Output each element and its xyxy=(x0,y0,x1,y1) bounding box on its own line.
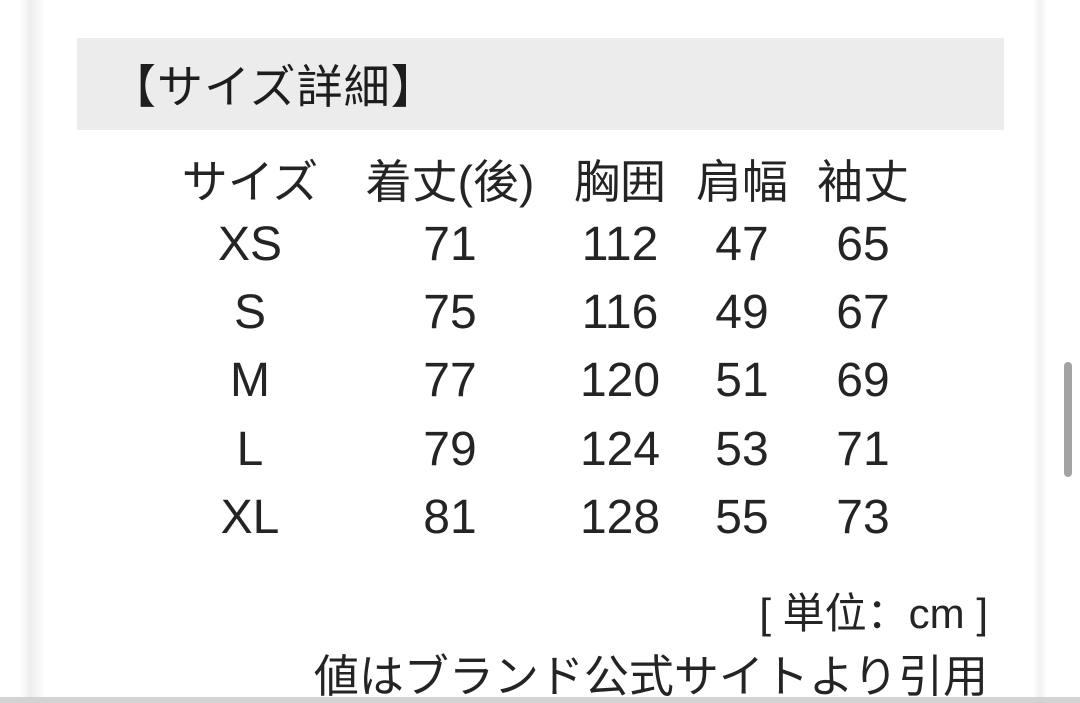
size-label: XL xyxy=(220,490,280,544)
column-header-size: サイズ xyxy=(181,156,319,208)
chest-value: 124 xyxy=(579,422,661,476)
sleeve-value: 65 xyxy=(836,217,890,271)
page-edge-shadow-left xyxy=(20,0,46,703)
length-value: 81 xyxy=(423,490,477,544)
chest-value: 112 xyxy=(581,217,659,271)
sleeve-value: 71 xyxy=(836,422,890,476)
column-header-chest: 胸囲 xyxy=(574,156,666,208)
chest-value: 128 xyxy=(579,490,661,544)
length-value: 75 xyxy=(423,285,477,339)
size-table: サイズ 着丈(後) 胸囲 肩幅 袖丈 XS 71 112 47 65 S 75 … xyxy=(170,146,912,551)
sleeve-value: 69 xyxy=(836,354,890,408)
size-label: S xyxy=(233,285,266,339)
sleeve-value: 67 xyxy=(836,285,890,339)
chest-value: 116 xyxy=(581,285,659,339)
chest-value: 120 xyxy=(579,354,661,408)
source-note: 値はブランド公式サイトより引用 xyxy=(313,651,988,702)
size-table-header-row: サイズ 着丈(後) 胸囲 肩幅 袖丈 xyxy=(170,146,912,210)
table-row-m: M 77 120 51 69 xyxy=(170,347,912,415)
table-row-s: S 75 116 49 67 xyxy=(170,278,912,346)
table-row-xl: XL 81 128 55 73 xyxy=(170,483,912,551)
column-header-length: 着丈(後) xyxy=(365,156,535,208)
shoulder-value: 53 xyxy=(715,422,769,476)
shoulder-value: 47 xyxy=(715,217,769,271)
column-header-shoulder: 肩幅 xyxy=(696,156,788,208)
length-value: 77 xyxy=(423,354,477,408)
scrollbar-thumb[interactable] xyxy=(1064,362,1072,477)
length-value: 71 xyxy=(423,217,477,271)
table-row-xs: XS 71 112 47 65 xyxy=(170,210,912,278)
shoulder-value: 49 xyxy=(715,285,769,339)
unit-note: [ 単位：cm ] xyxy=(759,590,988,637)
shoulder-value: 55 xyxy=(715,490,769,544)
section-header: 【サイズ詳細】 xyxy=(77,38,1004,130)
table-row-l: L 79 124 53 71 xyxy=(170,415,912,483)
length-value: 79 xyxy=(423,422,477,476)
size-label: XS xyxy=(217,217,283,271)
bottom-edge-bar xyxy=(0,697,1080,703)
size-label: M xyxy=(230,354,270,408)
section-title: 【サイズ詳細】 xyxy=(110,61,438,113)
column-header-sleeve: 袖丈 xyxy=(817,156,909,208)
size-label: L xyxy=(236,422,264,476)
page-edge-shadow-right xyxy=(1033,0,1047,703)
shoulder-value: 51 xyxy=(715,354,769,408)
sleeve-value: 73 xyxy=(836,490,890,544)
